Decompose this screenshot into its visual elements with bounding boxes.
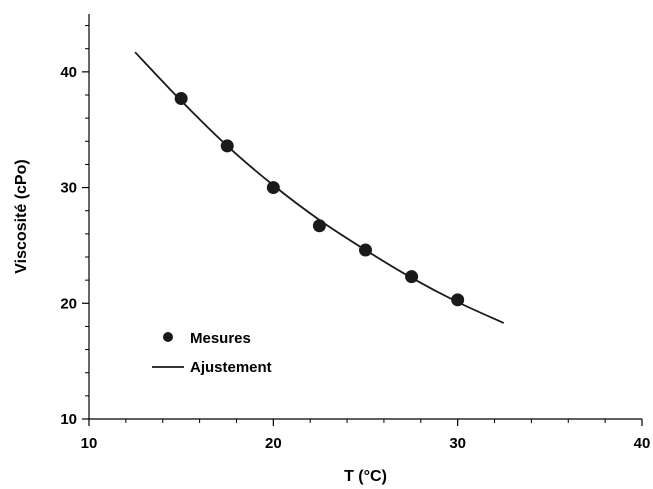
tick-labels: 10 20 30 40 10 20 30 40 — [60, 64, 650, 452]
axis-ticks — [82, 25, 643, 426]
x-tick-label: 40 — [634, 435, 651, 452]
fit-curve — [134, 51, 505, 324]
x-tick-label: 20 — [265, 435, 282, 452]
y-tick-label: 20 — [60, 295, 77, 312]
x-tick-label: 10 — [81, 435, 98, 452]
data-point — [359, 243, 372, 257]
data-point — [220, 139, 234, 153]
data-point — [312, 219, 326, 233]
data-point — [266, 181, 280, 195]
data-point — [174, 91, 188, 105]
measurement-markers — [174, 91, 465, 307]
x-axis-title: T (°C) — [344, 468, 387, 485]
y-tick-label: 10 — [60, 411, 77, 428]
legend: Mesures Ajustement — [152, 330, 272, 376]
plot-axes — [88, 14, 642, 420]
y-axis-title: Viscosité (cPo) — [13, 159, 30, 273]
y-tick-label: 40 — [60, 64, 77, 81]
data-point — [405, 270, 419, 284]
legend-marker-symbol — [163, 332, 173, 342]
y-tick-label: 30 — [60, 180, 77, 197]
x-tick-label: 30 — [449, 435, 466, 452]
data-point — [451, 293, 465, 307]
legend-label-ajustement: Ajustement — [190, 359, 272, 376]
legend-label-mesures: Mesures — [190, 330, 251, 347]
